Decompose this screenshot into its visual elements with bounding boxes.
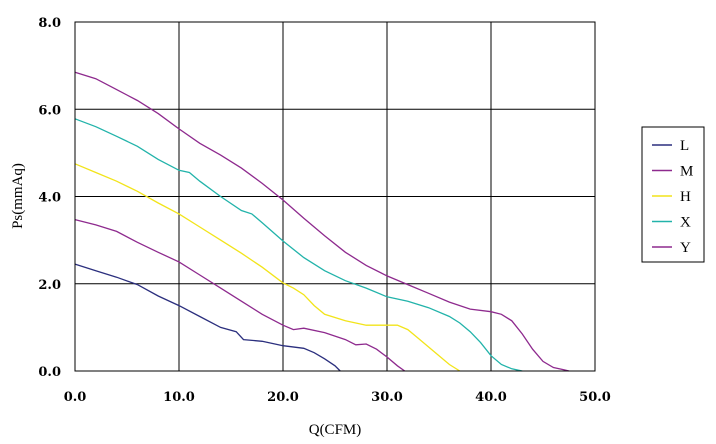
y-tick-label: 8.0	[38, 16, 61, 31]
x-tick-label: 50.0	[579, 390, 611, 405]
series-line-l	[74, 263, 341, 372]
series-lines	[74, 71, 570, 372]
x-tick-label: 40.0	[475, 390, 507, 405]
y-tick-label: 0.0	[38, 365, 61, 380]
x-tick-label: 30.0	[371, 390, 403, 405]
grid	[74, 21, 596, 372]
legend-label-l: L	[680, 138, 689, 154]
x-tick-labels: 0.0 10.0 20.0 30.0 40.0 50.0	[64, 390, 611, 405]
x-axis-title: Q(CFM)	[309, 422, 362, 438]
series-line-m	[74, 218, 406, 372]
series-line-y	[74, 71, 570, 372]
legend-box	[641, 126, 705, 263]
series-line-h	[74, 163, 461, 372]
legend-label-h: H	[680, 189, 691, 205]
series-line-x	[74, 118, 523, 372]
legend-label-y: Y	[680, 240, 691, 256]
x-tick-label: 0.0	[64, 390, 87, 405]
legend-label-m: M	[680, 164, 693, 180]
y-tick-labels: 0.0 2.0 4.0 6.0 8.0	[38, 16, 61, 380]
x-tick-label: 20.0	[267, 390, 299, 405]
y-tick-label: 2.0	[38, 278, 61, 293]
y-tick-label: 6.0	[38, 103, 61, 118]
plot-frame	[74, 21, 596, 372]
x-tick-label: 10.0	[163, 390, 195, 405]
y-axis-title: Ps(mmAq)	[10, 163, 26, 229]
y-tick-label: 4.0	[38, 191, 61, 206]
legend-label-x: X	[680, 215, 691, 231]
